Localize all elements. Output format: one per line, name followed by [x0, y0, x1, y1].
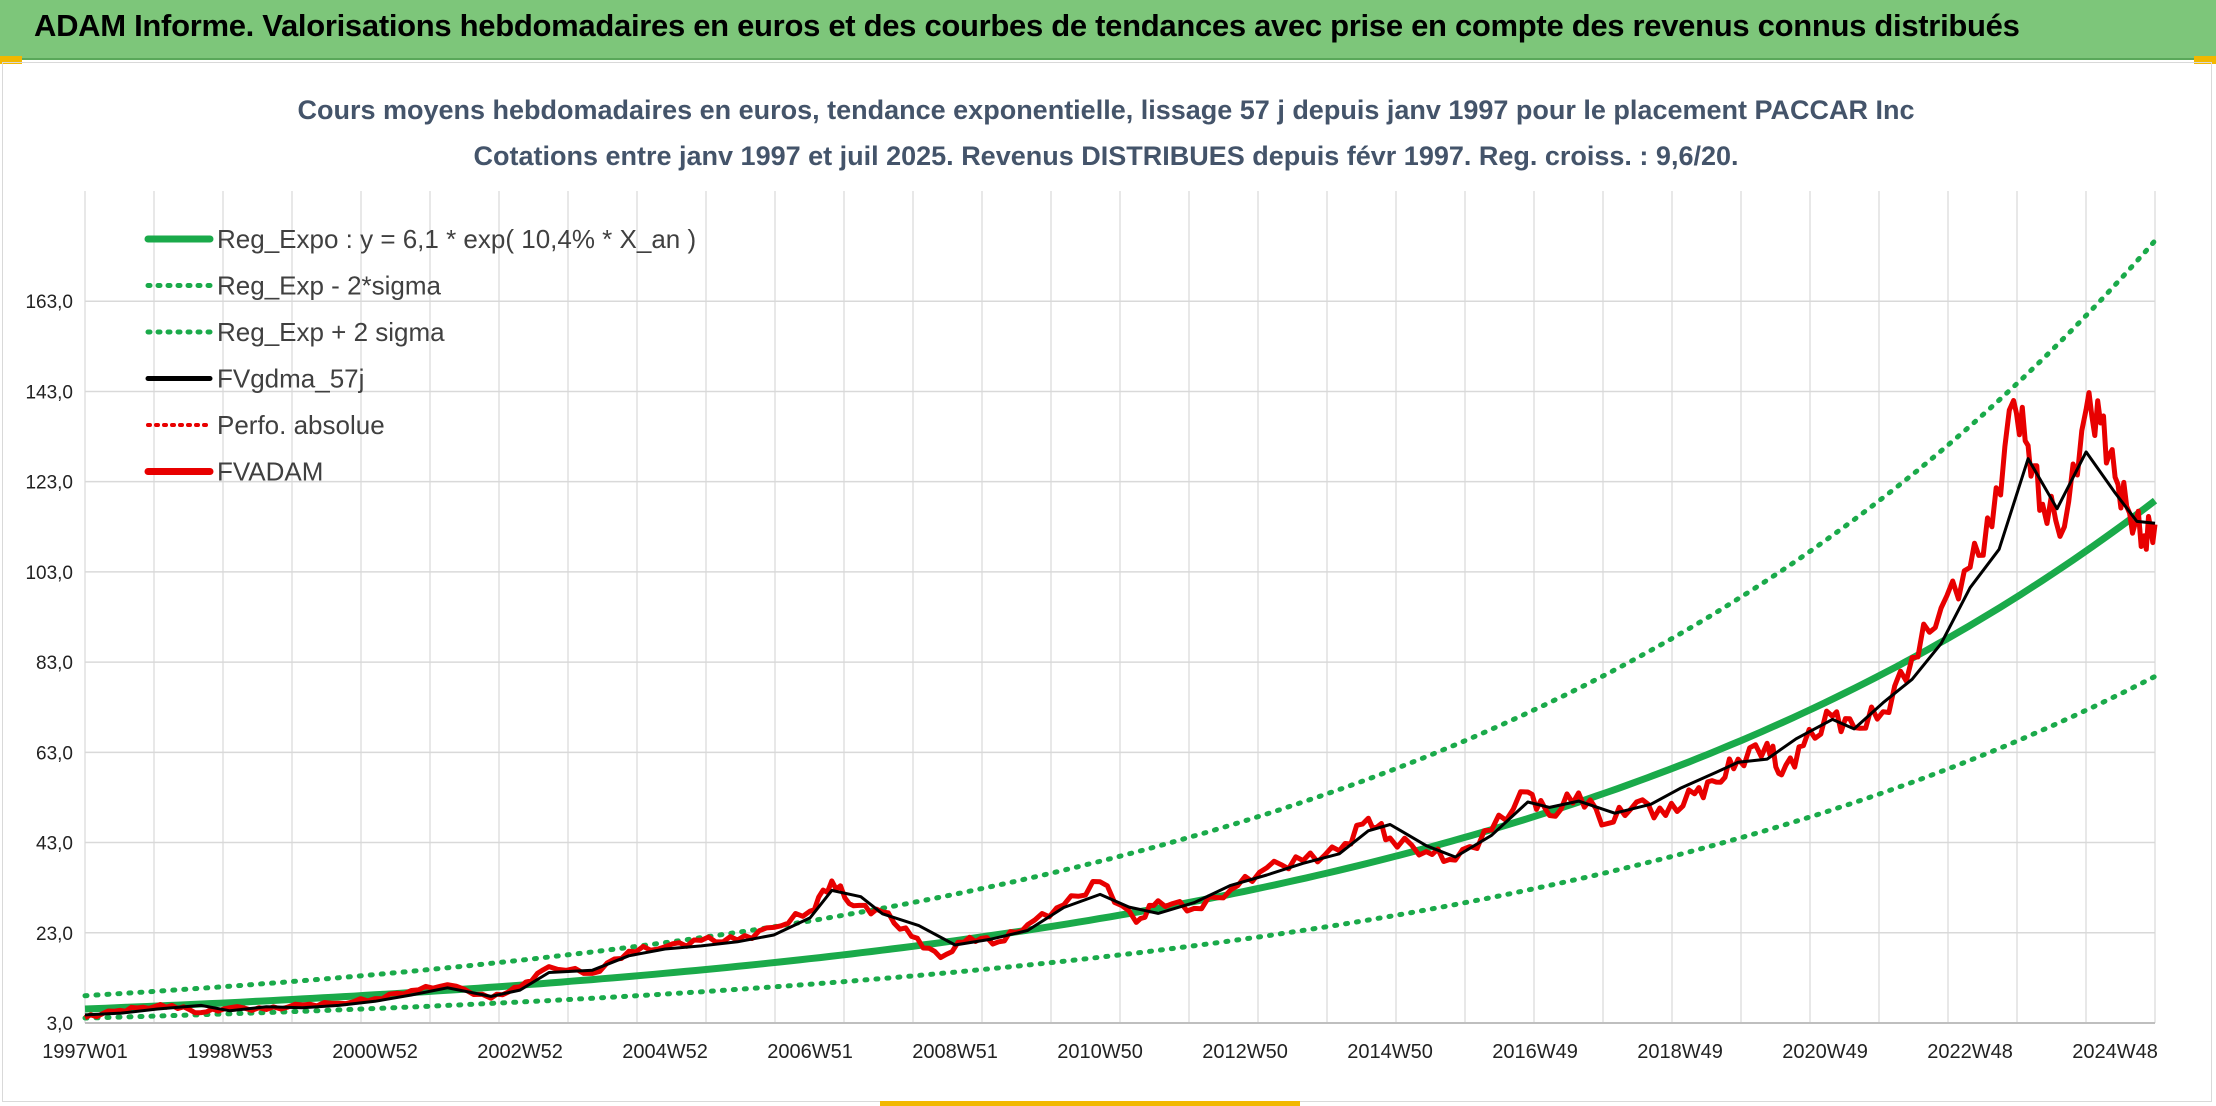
x-tick-label: 1997W01 — [42, 1041, 128, 1063]
legend-label: Reg_Exp + 2 sigma — [217, 317, 445, 347]
x-tick-label: 2012W50 — [1202, 1041, 1288, 1063]
chart-area: 3,0 23,0 43,0 63,0 83,0 103,0 123,0 143,0 163,0 1… — [2, 62, 2212, 1102]
x-tick-label: 2024W48 — [2072, 1041, 2158, 1063]
banner-title: ADAM Informe. Valorisations hebdomadaire… — [34, 8, 2020, 43]
bottom-mark — [880, 1101, 1300, 1106]
x-tick-label: 2014W50 — [1347, 1041, 1433, 1063]
legend-label: FVgdma_57j — [217, 364, 364, 394]
x-tick-label: 1998W53 — [187, 1041, 273, 1063]
legend-label: Perfo. absolue — [217, 410, 385, 440]
legend-label: Reg_Expo : y = 6,1 * exp( 10,4% * X_an ) — [217, 224, 696, 254]
x-tick-label: 2008W51 — [912, 1041, 998, 1063]
legend-label: FVADAM — [217, 457, 323, 487]
x-tick-label: 2022W48 — [1927, 1041, 2013, 1063]
corner-mark-left — [0, 56, 22, 64]
series-fvgdma-57j — [84, 450, 2156, 1017]
y-tick-label: 143,0 — [25, 382, 73, 403]
y-tick-label: 43,0 — [36, 834, 73, 855]
y-tick-label: 103,0 — [25, 563, 73, 584]
corner-mark-right — [2194, 56, 2216, 64]
y-tick-label: 23,0 — [36, 924, 73, 945]
y-tick-label: 163,0 — [25, 292, 73, 313]
x-tick-label: 2002W52 — [477, 1041, 563, 1063]
line-chart: 3,0 23,0 43,0 63,0 83,0 103,0 123,0 143,0 163,0 1… — [25, 95, 2158, 1063]
series-reg-plus-2sigma — [82, 238, 2158, 999]
grid-layer — [84, 191, 2156, 1024]
axis-layer: 3,0 23,0 43,0 63,0 83,0 103,0 123,0 143,0 163,0 1… — [25, 292, 2157, 1063]
chart-title: Cours moyens hebdomadaires en euros, ten… — [297, 95, 1914, 125]
y-tick-label: 123,0 — [25, 473, 73, 494]
chart-subtitle: Cotations entre janv 1997 et juil 2025. … — [474, 141, 1739, 171]
y-tick-label: 83,0 — [36, 653, 73, 674]
x-tick-label: 2010W50 — [1057, 1041, 1143, 1063]
x-tick-label: 2018W49 — [1637, 1041, 1723, 1063]
x-tick-label: 2000W52 — [332, 1041, 418, 1063]
y-tick-label: 63,0 — [36, 743, 73, 764]
y-tick-label: 3,0 — [47, 1014, 73, 1035]
legend: Reg_Expo : y = 6,1 * exp( 10,4% * X_an )… — [144, 224, 696, 487]
series-reg-minus-2sigma — [82, 673, 2158, 1021]
x-tick-label: 2006W51 — [767, 1041, 853, 1063]
x-tick-label: 2016W49 — [1492, 1041, 1578, 1063]
series-fvadam — [83, 390, 2158, 1020]
legend-label: Reg_Exp - 2*sigma — [217, 271, 442, 301]
series-layer — [82, 238, 2158, 1021]
title-banner: ADAM Informe. Valorisations hebdomadaire… — [0, 0, 2216, 60]
x-tick-label: 2004W52 — [622, 1041, 708, 1063]
x-tick-label: 2020W49 — [1782, 1041, 1868, 1063]
